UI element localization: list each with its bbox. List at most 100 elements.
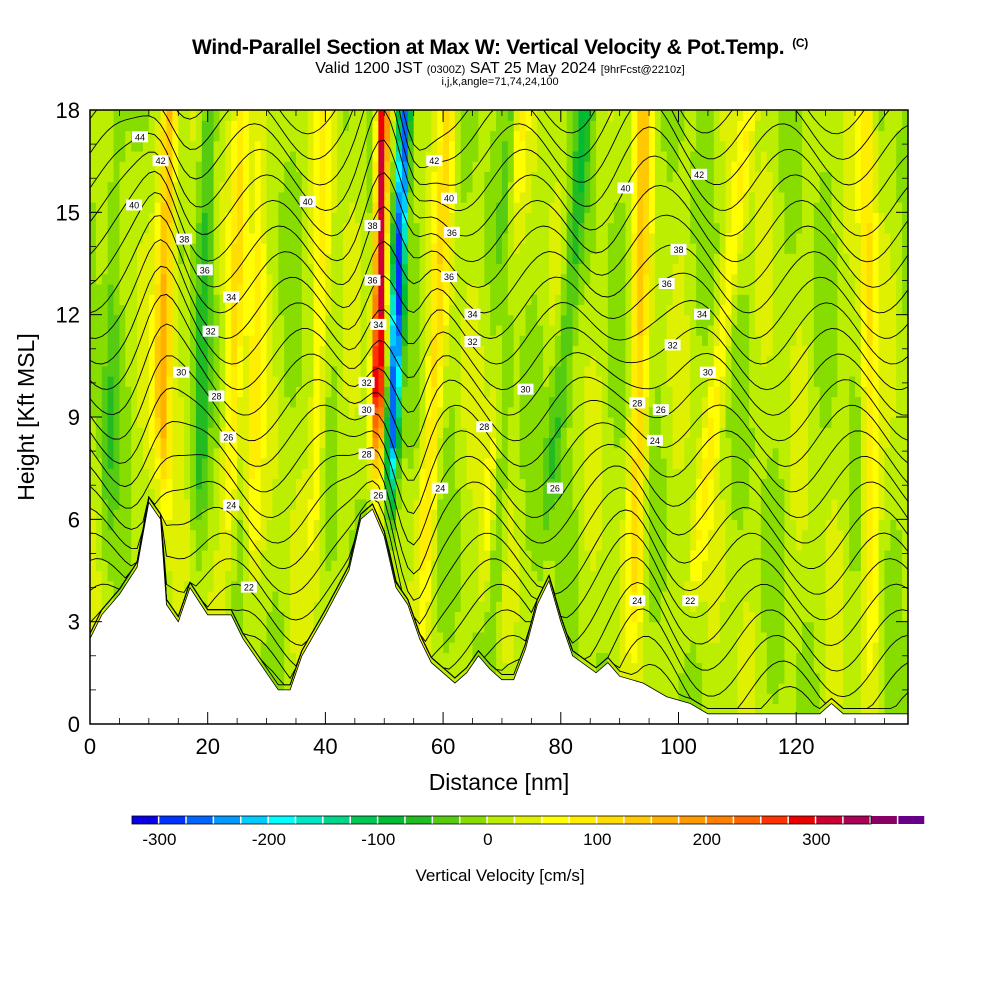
- velocity-cell: [372, 355, 379, 367]
- velocity-cell: [513, 529, 521, 541]
- velocity-cell: [325, 406, 332, 418]
- velocity-cell: [225, 437, 232, 449]
- velocity-cell: [560, 365, 568, 377]
- velocity-cell: [413, 314, 421, 326]
- velocity-cell: [525, 263, 532, 275]
- velocity-cell: [549, 539, 556, 551]
- velocity-cell: [260, 621, 268, 633]
- velocity-cell: [195, 345, 203, 357]
- velocity-cell: [448, 376, 456, 387]
- velocity-cell: [166, 539, 173, 551]
- velocity-cell: [137, 488, 144, 500]
- velocity-cell: [384, 324, 391, 336]
- velocity-cell: [525, 580, 532, 592]
- velocity-cell: [407, 232, 415, 244]
- velocity-cell: [537, 335, 544, 346]
- velocity-cell: [190, 150, 197, 162]
- velocity-cell: [496, 345, 503, 357]
- velocity-cell: [513, 202, 521, 213]
- velocity-cell: [472, 509, 479, 520]
- velocity-cell: [343, 488, 350, 500]
- velocity-cell: [290, 324, 297, 336]
- velocity-cell: [390, 498, 397, 510]
- velocity-cell: [184, 171, 191, 183]
- velocity-cell: [554, 232, 562, 244]
- velocity-cell: [190, 120, 197, 132]
- velocity-cell: [266, 457, 274, 469]
- velocity-cell: [131, 283, 138, 295]
- velocity-cell: [325, 478, 332, 490]
- velocity-cell: [537, 110, 544, 121]
- velocity-cell: [543, 355, 550, 367]
- velocity-cell: [90, 529, 97, 541]
- velocity-cell: [419, 232, 427, 244]
- velocity-cell: [507, 181, 515, 193]
- velocity-cell: [513, 427, 521, 439]
- velocity-cell: [201, 130, 209, 142]
- velocity-cell: [172, 478, 179, 490]
- velocity-cell: [543, 365, 550, 377]
- velocity-cell: [554, 376, 562, 387]
- velocity-cell: [260, 171, 268, 183]
- velocity-cell: [507, 314, 515, 326]
- velocity-cell: [537, 427, 544, 439]
- velocity-cell: [454, 509, 462, 520]
- velocity-cell: [460, 427, 468, 439]
- velocity-cell: [172, 232, 179, 244]
- velocity-cell: [572, 396, 580, 408]
- velocity-cell: [295, 478, 303, 490]
- velocity-cell: [207, 488, 215, 500]
- velocity-cell: [537, 580, 544, 592]
- velocity-cell: [478, 171, 485, 183]
- velocity-cell: [549, 243, 556, 254]
- velocity-cell: [484, 222, 491, 234]
- velocity-cell: [407, 314, 415, 326]
- velocity-cell: [95, 140, 103, 152]
- velocity-cell: [401, 294, 409, 306]
- velocity-cell: [237, 283, 244, 295]
- velocity-cell: [225, 355, 232, 367]
- velocity-cell: [225, 314, 232, 326]
- velocity-cell: [454, 539, 462, 551]
- velocity-cell: [219, 468, 226, 479]
- velocity-cell: [237, 457, 244, 469]
- velocity-cell: [225, 417, 232, 428]
- velocity-cell: [472, 202, 479, 213]
- velocity-cell: [237, 447, 244, 459]
- velocity-cell: [184, 161, 191, 172]
- velocity-cell: [401, 232, 409, 244]
- velocity-cell: [172, 191, 179, 203]
- velocity-cell: [354, 427, 362, 439]
- velocity-cell: [272, 642, 279, 653]
- velocity-cell: [448, 560, 456, 572]
- velocity-cell: [343, 345, 350, 357]
- velocity-cell: [119, 550, 126, 561]
- velocity-cell: [266, 621, 274, 633]
- velocity-cell: [254, 212, 262, 224]
- velocity-cell: [431, 580, 438, 592]
- velocity-cell: [231, 529, 238, 541]
- velocity-cell: [437, 488, 444, 500]
- velocity-cell: [195, 580, 203, 592]
- velocity-cell: [378, 365, 385, 377]
- velocity-cell: [101, 560, 109, 572]
- velocity-cell: [319, 509, 326, 520]
- velocity-cell: [354, 222, 362, 234]
- velocity-cell: [243, 498, 250, 510]
- velocity-cell: [348, 294, 356, 306]
- velocity-cell: [496, 324, 503, 336]
- velocity-cell: [278, 683, 285, 694]
- velocity-cell: [113, 376, 121, 387]
- velocity-cell: [443, 263, 450, 275]
- velocity-cell: [154, 345, 162, 357]
- velocity-cell: [566, 457, 574, 469]
- velocity-cell: [201, 539, 209, 551]
- velocity-cell: [407, 417, 415, 428]
- velocity-cell: [325, 181, 332, 193]
- velocity-cell: [231, 406, 238, 418]
- velocity-cell: [190, 283, 197, 295]
- velocity-cell: [190, 273, 197, 285]
- velocity-cell: [178, 488, 185, 500]
- velocity-cell: [413, 161, 421, 172]
- velocity-cell: [295, 519, 303, 531]
